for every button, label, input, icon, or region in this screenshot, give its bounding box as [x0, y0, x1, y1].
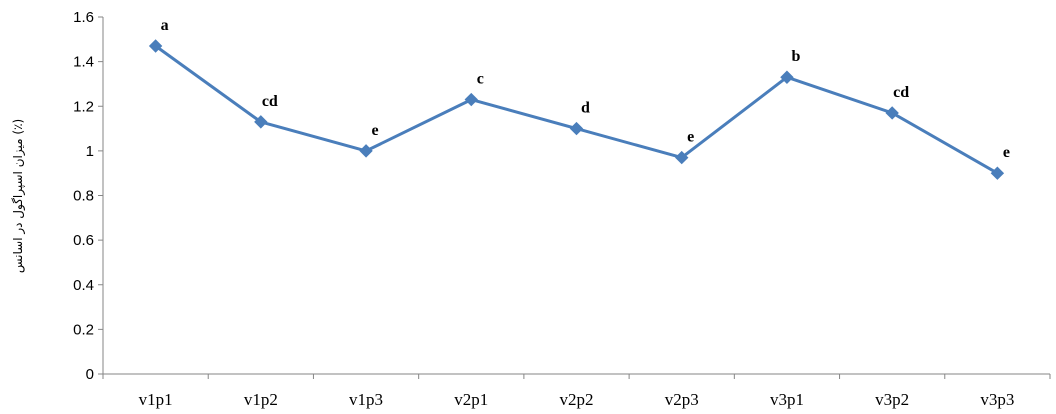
x-tick-label: v2p2 — [560, 390, 594, 409]
data-label: e — [1003, 144, 1010, 161]
data-label: c — [477, 71, 484, 88]
y-tick-label: 0.8 — [73, 188, 94, 205]
y-tick-label: 1.2 — [73, 98, 94, 115]
y-axis-label-group: میزان اسپراگول در اسانس (٪) — [11, 119, 26, 273]
y-tick-label: 0.4 — [73, 277, 94, 294]
y-tick-label: 0.6 — [73, 232, 94, 249]
x-tick-label: v3p1 — [770, 390, 804, 409]
y-tick-label: 1 — [86, 143, 94, 160]
data-label: b — [791, 48, 800, 65]
x-tick-label: v2p1 — [454, 390, 488, 409]
axes — [103, 17, 1050, 374]
data-point — [465, 94, 477, 106]
y-axis-label: میزان اسپراگول در اسانس (٪) — [11, 119, 26, 273]
y-axis-ticks: 0 0.2 0.4 0.6 0.8 1 1.2 1.4 1.6 — [73, 9, 103, 383]
data-label: e — [687, 129, 694, 146]
data-point — [360, 145, 372, 157]
data-point — [571, 123, 583, 135]
data-label: cd — [893, 84, 909, 101]
x-axis-ticks: v1p1 v1p2 v1p3 v2p1 v2p2 v2p3 v3p1 v3p2 v3p3 — [103, 374, 1050, 409]
x-tick-label: v1p3 — [349, 390, 383, 409]
y-tick-label: 1.4 — [73, 54, 94, 71]
data-point — [886, 107, 898, 119]
y-tick-label: 1.6 — [73, 9, 94, 26]
y-tick-label: 0.2 — [73, 321, 94, 338]
series-line — [156, 46, 998, 173]
x-tick-label: v1p2 — [244, 390, 278, 409]
data-label: a — [161, 17, 169, 34]
x-tick-label: v3p3 — [980, 390, 1014, 409]
x-tick-label: v1p1 — [139, 390, 173, 409]
x-tick-label: v3p2 — [875, 390, 909, 409]
data-label: cd — [262, 93, 278, 110]
data-point — [991, 167, 1003, 179]
x-tick-label: v2p3 — [665, 390, 699, 409]
data-label: d — [581, 100, 590, 117]
y-tick-label: 0 — [86, 366, 94, 383]
data-label: e — [372, 122, 379, 139]
